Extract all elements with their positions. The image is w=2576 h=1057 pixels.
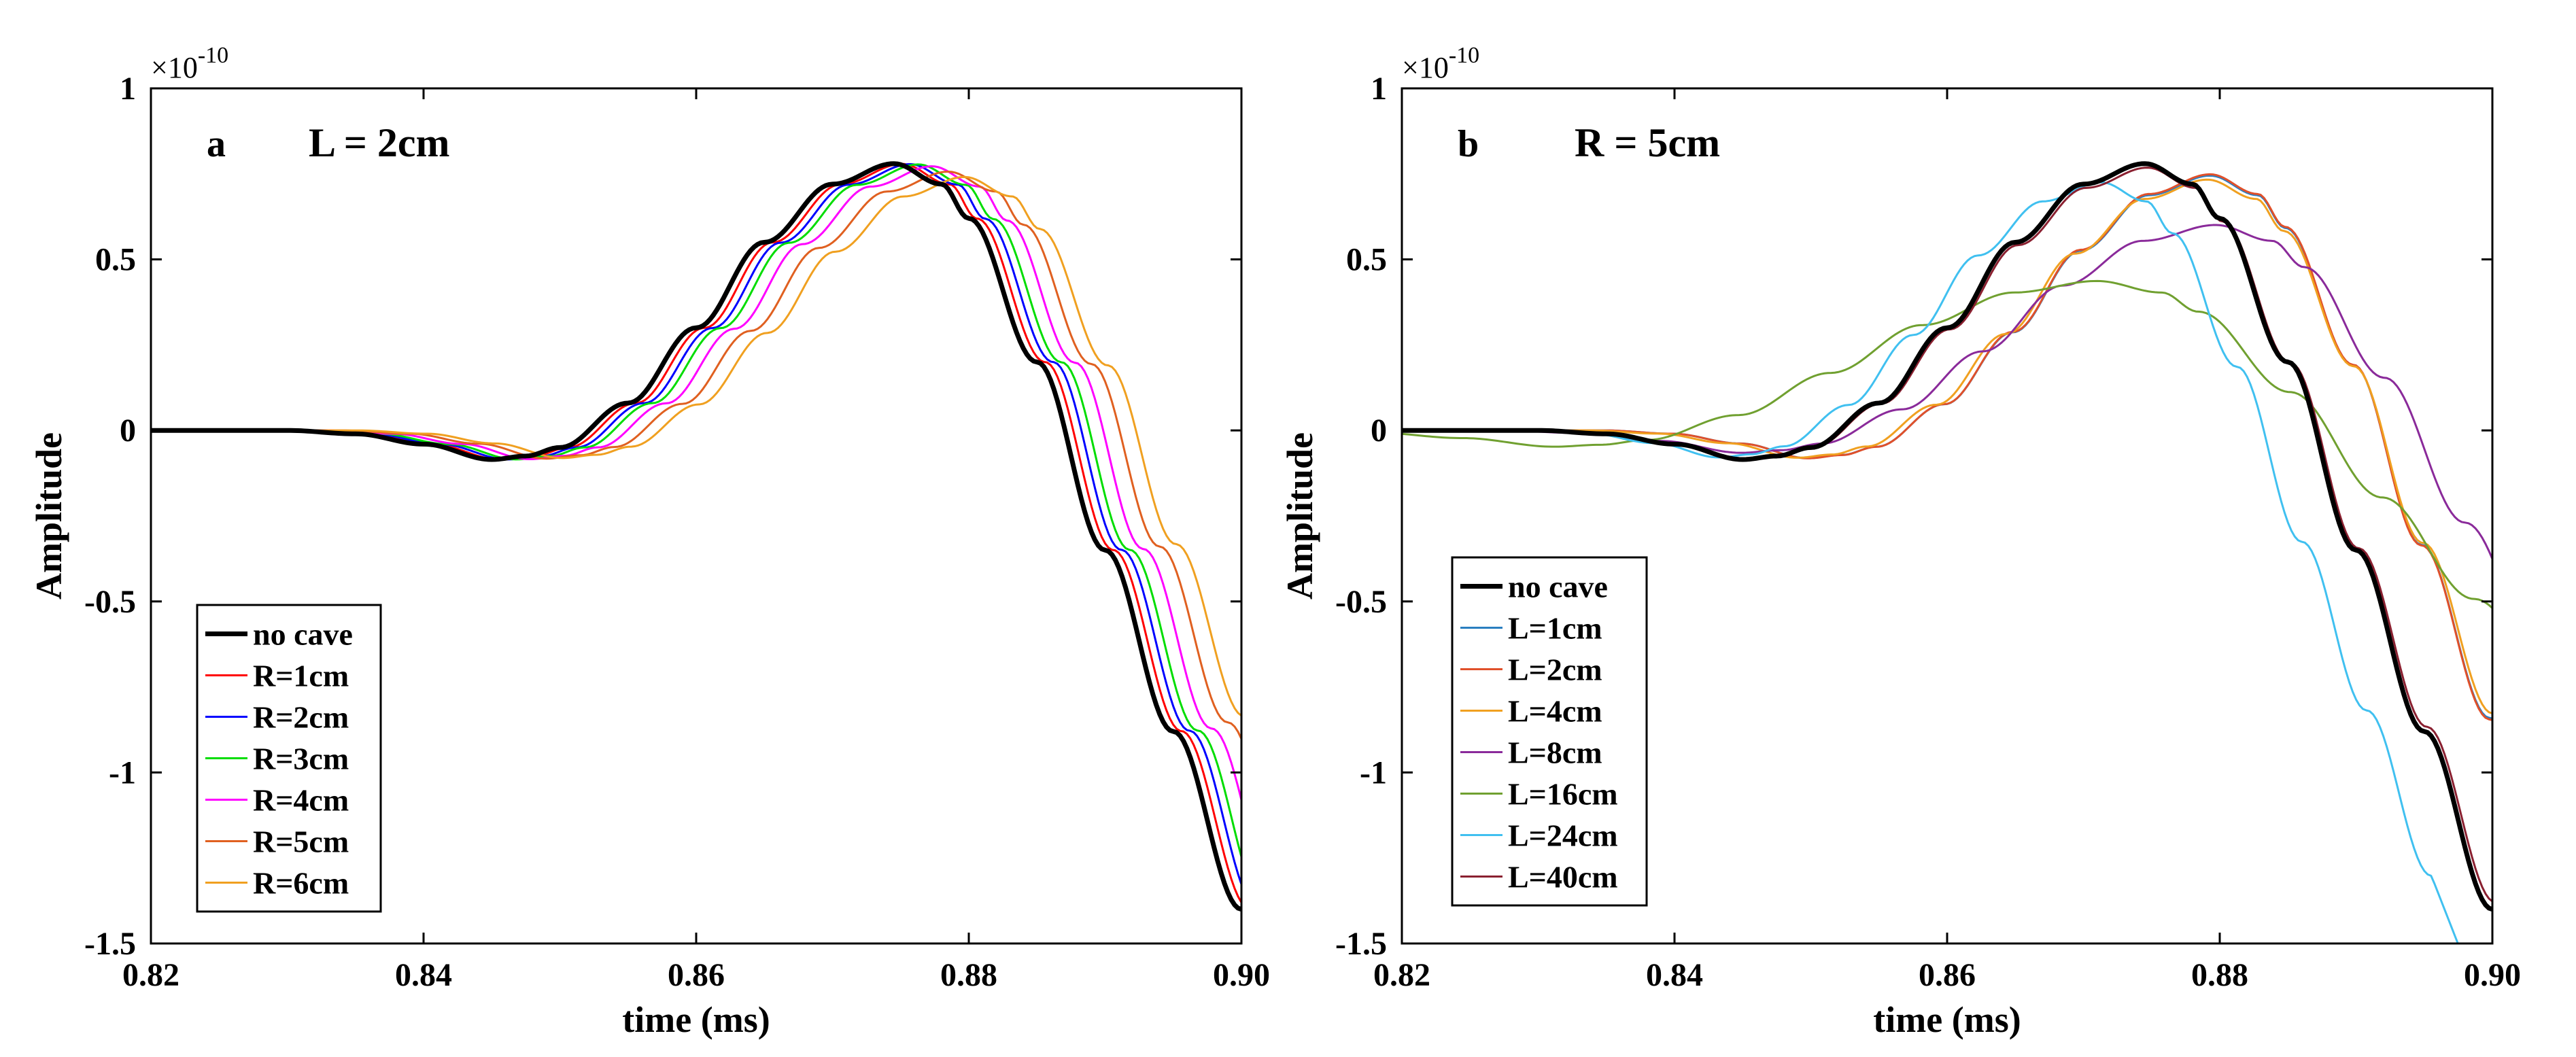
y-tick-label: -1.5	[84, 926, 136, 962]
x-axis-label: time (ms)	[622, 999, 770, 1040]
y-tick-label: -0.5	[1335, 584, 1387, 620]
y-exponent-base: ×10	[151, 51, 198, 84]
legend-label: R=6cm	[253, 866, 349, 901]
legend-item: R=5cm	[205, 825, 349, 859]
y-tick-label: 0	[120, 413, 136, 449]
chart-panel-b: 0.82 0.84 0.86 0.88 0.90 1 0.5 0 -0.5 -1 -1.5 ×10-1…	[1280, 43, 2521, 1040]
y-tick-label: -1	[1360, 755, 1387, 791]
y-axis-label: Amplitude	[29, 432, 69, 600]
y-tick-label: -1	[109, 755, 136, 791]
series-line-l-4cm	[1402, 178, 2492, 714]
legend-label: R=3cm	[253, 742, 349, 776]
x-tick-label: 0.90	[2464, 957, 2521, 993]
legend-label: L=40cm	[1508, 860, 1618, 895]
y-tick-label: -1.5	[1335, 926, 1387, 962]
y-exponent-power: -10	[1449, 43, 1479, 68]
series-line-r-6cm	[151, 175, 1241, 717]
y-axis-label: Amplitude	[1280, 432, 1320, 600]
y-exponent-label: ×10-10	[151, 43, 228, 84]
y-exponent-label: ×10-10	[1402, 43, 1479, 84]
y-tick-label: 0.5	[1346, 242, 1387, 278]
y-tick-label: 1	[1371, 71, 1387, 107]
legend: no cave L=1cm L=2cm L=4cm L=8cm L=16cm L=24cm L…	[1451, 556, 1648, 907]
y-tick-label: 0.5	[95, 242, 136, 278]
series-line-no-cave	[151, 161, 1241, 912]
x-tick-label: 0.86	[1919, 957, 1976, 993]
y-tick-label: 1	[120, 71, 136, 107]
legend-item: no cave	[1460, 570, 1608, 604]
legend-label: L=2cm	[1508, 653, 1602, 687]
legend-item: L=40cm	[1460, 860, 1618, 895]
x-tick-label: 0.84	[1646, 957, 1703, 993]
chart-panel-a: 0.82 0.84 0.86 0.88 0.90 1 0.5 0 -0.5 -1 -1.5 ×10-1…	[29, 43, 1270, 1040]
panel-letter: b	[1458, 123, 1479, 165]
y-tick-label: 0	[1371, 413, 1387, 449]
x-tick-label: 0.88	[2191, 957, 2248, 993]
legend-label: R=1cm	[253, 659, 349, 693]
legend-item: R=6cm	[205, 866, 349, 901]
legend-item: L=8cm	[1460, 735, 1602, 770]
series-group	[151, 161, 1241, 912]
series-line-no-cave	[1402, 161, 2492, 912]
legend-label: L=4cm	[1508, 694, 1602, 729]
legend-item: R=4cm	[205, 783, 349, 818]
x-tick-label: 0.86	[668, 957, 725, 993]
x-tick-label: 0.88	[940, 957, 997, 993]
x-tick-label: 0.90	[1213, 957, 1270, 993]
legend-label: R=4cm	[253, 783, 349, 818]
legend-label: no cave	[1508, 570, 1608, 604]
legend-label: R=5cm	[253, 825, 349, 859]
legend-item: R=2cm	[205, 700, 349, 735]
legend-item: L=24cm	[1460, 818, 1618, 853]
legend-item: R=1cm	[205, 659, 349, 693]
legend-label: L=1cm	[1508, 611, 1602, 646]
legend-label: no cave	[253, 617, 353, 652]
legend-label: L=8cm	[1508, 735, 1602, 770]
legend-label: L=16cm	[1508, 777, 1618, 812]
legend-box	[1451, 556, 1648, 907]
panel-title: L = 2cm	[309, 120, 450, 165]
y-exponent-power: -10	[198, 43, 228, 68]
legend-item: no cave	[205, 617, 353, 652]
legend-item: L=4cm	[1460, 694, 1602, 729]
legend-item: L=1cm	[1460, 611, 1602, 646]
legend-item: L=2cm	[1460, 653, 1602, 687]
panel-letter: a	[207, 123, 226, 165]
legend-label: L=24cm	[1508, 818, 1618, 853]
panel-title: R = 5cm	[1575, 120, 1720, 165]
y-tick-label: -0.5	[84, 584, 136, 620]
y-exponent-base: ×10	[1402, 51, 1449, 84]
x-tick-label: 0.82	[1373, 957, 1430, 993]
legend-label: R=2cm	[253, 700, 349, 735]
legend-item: R=3cm	[205, 742, 349, 776]
x-tick-label: 0.82	[122, 957, 179, 993]
x-axis-label: time (ms)	[1873, 999, 2021, 1040]
series-group	[1402, 161, 2492, 943]
legend-item: L=16cm	[1460, 777, 1618, 812]
x-tick-label: 0.84	[395, 957, 452, 993]
legend: no cave R=1cm R=2cm R=3cm R=4cm R=5cm R=6cm	[196, 604, 382, 913]
